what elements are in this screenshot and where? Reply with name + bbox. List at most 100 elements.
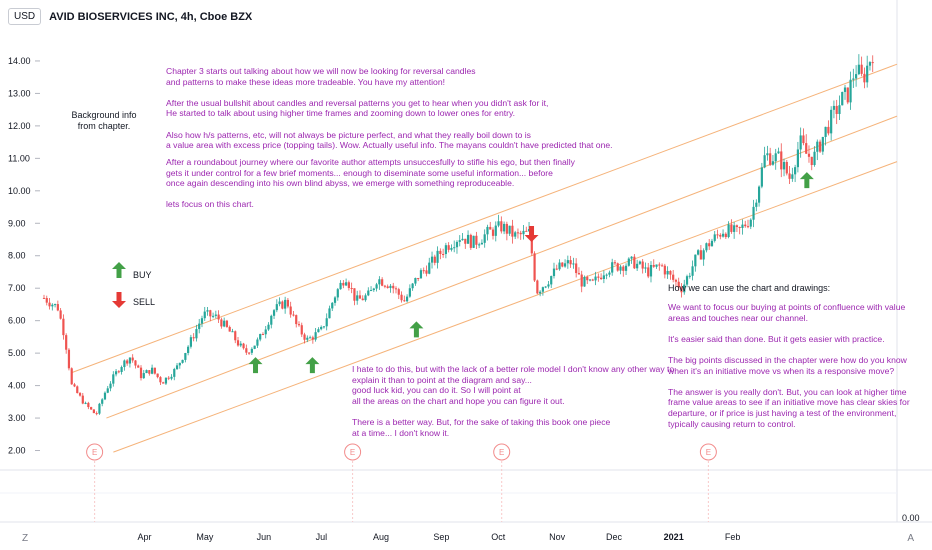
candle-body: [627, 258, 630, 266]
candle-body: [655, 264, 658, 267]
candle-body: [777, 151, 780, 154]
candle-body: [42, 297, 46, 299]
candle-body: [123, 360, 126, 368]
auto-scale-icon[interactable]: A: [907, 533, 914, 544]
candle-body: [586, 277, 589, 281]
earnings-marker-icon[interactable]: [86, 443, 104, 461]
candle-body: [381, 279, 384, 286]
candle-body: [580, 274, 583, 287]
candle-body: [389, 285, 392, 289]
candle-body: [666, 270, 669, 275]
candle-body: [372, 288, 375, 291]
candle-body: [480, 242, 484, 245]
candle-body: [608, 272, 611, 275]
candle-body: [663, 265, 666, 275]
candle-body: [453, 247, 456, 249]
currency-button[interactable]: USD: [8, 8, 42, 25]
candle-body: [95, 413, 98, 415]
candle-body: [727, 224, 730, 238]
earnings-marker-label: E: [92, 448, 97, 457]
x-tick-label: Sep: [433, 532, 449, 542]
candle-body: [788, 173, 791, 179]
candle-body: [272, 310, 276, 316]
candle-body: [832, 105, 836, 110]
x-tick-label: Aug: [373, 532, 389, 542]
candle-body: [505, 223, 508, 234]
y-tick-label: 10.00: [8, 186, 31, 196]
candle-body: [120, 367, 123, 372]
candle-body: [558, 262, 561, 270]
candle-body: [782, 161, 786, 170]
candle-body: [375, 284, 378, 289]
candle-body: [209, 310, 212, 317]
candle-body: [674, 279, 678, 282]
candle-body: [150, 367, 154, 374]
channel-line[interactable]: [71, 63, 898, 374]
candle-body: [799, 135, 802, 150]
candle-body: [314, 332, 317, 340]
candle-body: [198, 323, 201, 330]
candle-body: [369, 290, 373, 292]
candle-body: [223, 320, 226, 327]
candle-body: [103, 392, 107, 400]
y-tick-label: 8.00: [8, 251, 26, 261]
candle-body: [475, 235, 478, 245]
candle-body: [56, 304, 59, 311]
sell-arrow-icon[interactable]: [524, 226, 539, 243]
buy-arrow-icon[interactable]: [409, 321, 424, 338]
x-tick-label: 2021: [664, 532, 684, 542]
candle-body: [605, 274, 608, 276]
candle-body: [516, 232, 520, 234]
earnings-marker-icon[interactable]: [493, 443, 511, 461]
buy-arrow-icon[interactable]: [799, 172, 814, 189]
candle-body: [846, 87, 849, 103]
candle-body: [181, 359, 184, 363]
candle-body: [297, 324, 301, 326]
earnings-marker-label: E: [706, 448, 711, 457]
candle-body: [275, 304, 278, 311]
candle-body: [234, 331, 237, 341]
candle-body: [367, 290, 370, 296]
y-tick-label: 12.00: [8, 121, 31, 131]
candle-body: [70, 368, 73, 385]
y-tick-label: 2.00: [8, 446, 26, 456]
candle-body: [98, 403, 101, 414]
candle-body: [683, 284, 686, 293]
candle-body: [281, 301, 284, 309]
candle-body: [752, 206, 755, 220]
candle-body: [430, 256, 434, 263]
candle-body: [478, 244, 481, 246]
candle-body: [403, 300, 406, 302]
candle-body: [624, 265, 628, 271]
candle-body: [641, 261, 644, 269]
candle-body: [763, 155, 766, 168]
channel-line[interactable]: [113, 161, 898, 453]
buy-arrow-icon[interactable]: [248, 357, 263, 374]
timezone-icon[interactable]: Z: [22, 533, 29, 544]
candle-body: [818, 141, 822, 152]
candle-body: [577, 273, 581, 275]
x-tick-label: Jun: [257, 532, 272, 542]
candle-body: [544, 286, 547, 288]
candle-body: [600, 277, 603, 280]
candle-body: [494, 225, 497, 236]
candle-body: [766, 153, 769, 156]
candle-body: [838, 105, 841, 114]
candle-body: [345, 282, 348, 286]
legend-buy-arrow-icon[interactable]: [112, 262, 126, 278]
candle-body: [59, 310, 62, 319]
candle-body: [550, 276, 553, 285]
candle-body: [397, 289, 400, 295]
earnings-marker-icon[interactable]: [699, 443, 717, 461]
candle-body: [289, 306, 292, 315]
candle-body: [131, 357, 134, 361]
candle-body: [561, 262, 564, 267]
earnings-marker-icon[interactable]: [344, 443, 362, 461]
legend-sell-arrow-icon[interactable]: [112, 292, 126, 308]
candle-body: [805, 143, 808, 154]
candle-body: [242, 343, 245, 349]
candle-body: [331, 302, 334, 309]
candle-body: [680, 287, 683, 293]
buy-arrow-icon[interactable]: [305, 357, 320, 374]
